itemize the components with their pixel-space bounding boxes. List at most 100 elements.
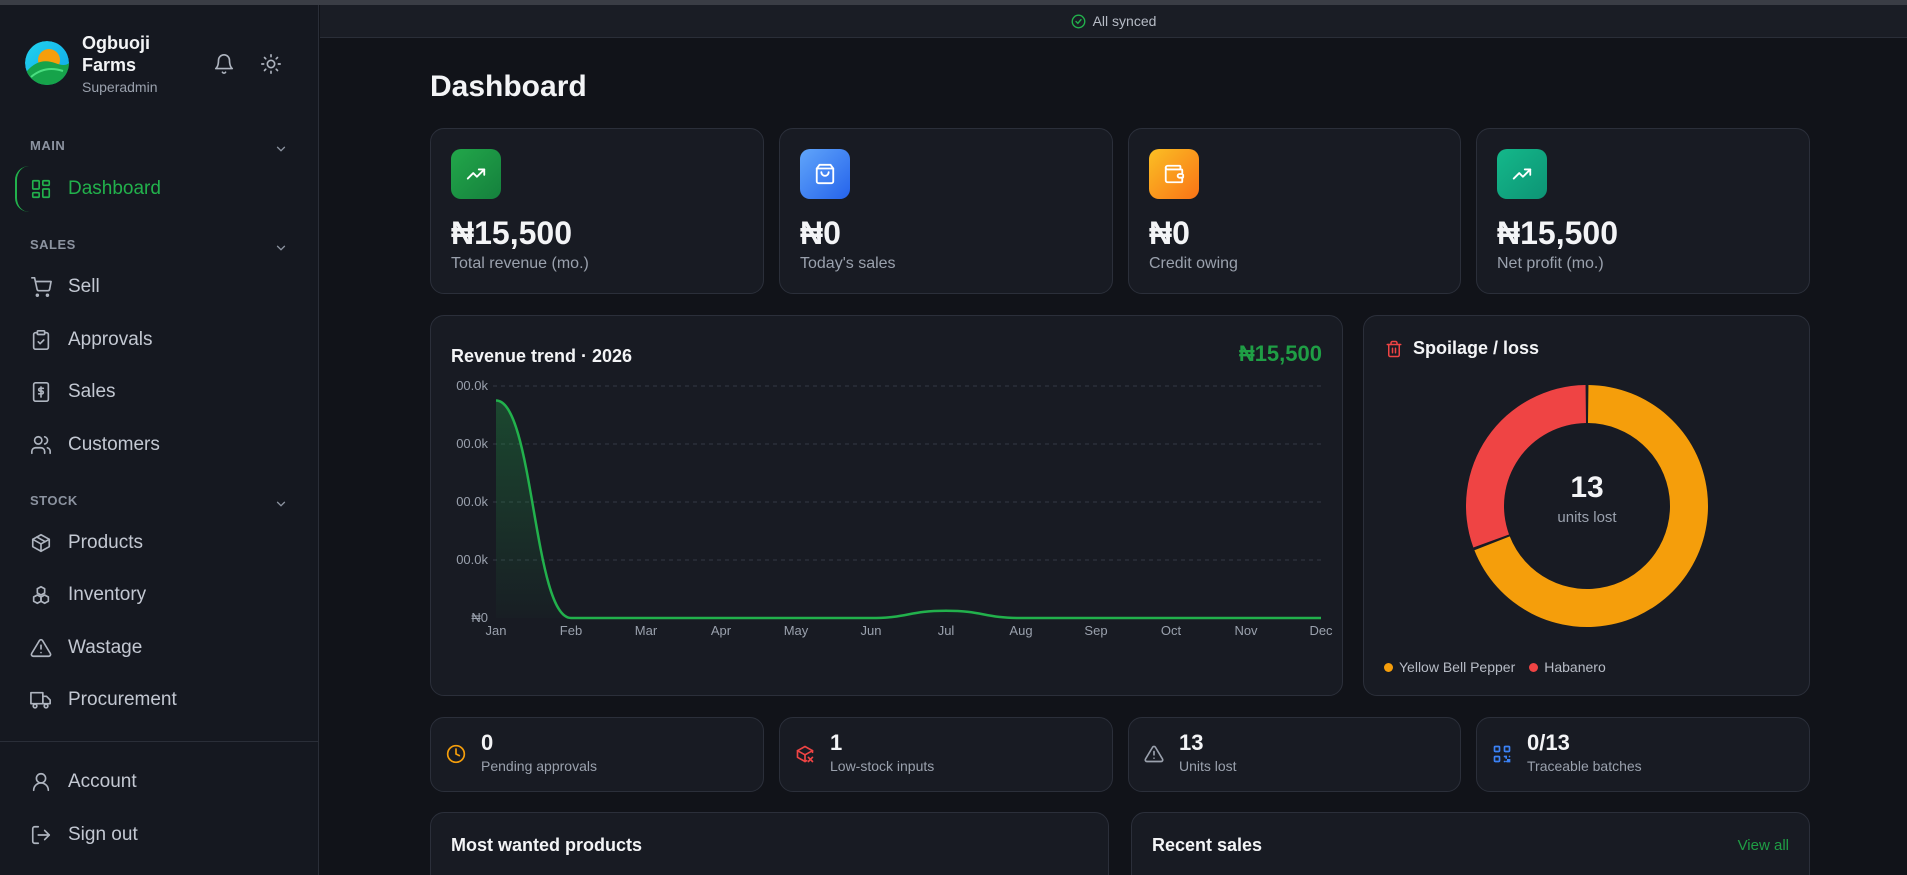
x-tick-label: Sep: [1084, 623, 1107, 638]
sidebar-item-account[interactable]: Account: [15, 759, 305, 805]
stat-value: ₦0: [800, 215, 841, 251]
trending-up-icon: [1497, 149, 1547, 199]
legend-item[interactable]: Yellow Bell Pepper: [1384, 659, 1515, 675]
mini-stat-label: Pending approvals: [481, 758, 597, 774]
notifications-button[interactable]: [210, 50, 238, 78]
sidebar-item-label: Sell: [68, 276, 100, 297]
stat-card-credit-owing[interactable]: ₦0 Credit owing: [1128, 128, 1461, 294]
revenue-area-fill: [496, 400, 1321, 618]
sidebar-item-sell[interactable]: Sell: [15, 264, 305, 310]
x-tick-label: Aug: [1009, 623, 1032, 638]
sidebar-item-label: Dashboard: [68, 178, 161, 199]
package-x-icon: [796, 745, 814, 763]
logout-icon: [31, 825, 51, 845]
section-stock-label[interactable]: STOCK: [30, 493, 78, 508]
panel-title: Most wanted products: [451, 835, 643, 855]
sidebar-item-customers[interactable]: Customers: [15, 422, 305, 468]
stat-label: Total revenue (mo.): [451, 255, 589, 272]
y-tick-label: ₦0: [471, 610, 488, 625]
x-tick-label: Jun: [861, 623, 882, 638]
wallet-icon: [1149, 149, 1199, 199]
spoilage-donut-chart[interactable]: 13 units lost: [1364, 316, 1811, 697]
sidebar-item-label: Wastage: [68, 637, 143, 658]
sidebar: Ogbuoji Farms Superadmin MAIN Dashboard …: [0, 5, 319, 875]
legend-swatch: [1384, 662, 1393, 672]
spoilage-card: Spoilage / loss 13 units lost Yellow Bel…: [1363, 315, 1810, 696]
sidebar-item-label: Sign out: [68, 824, 138, 845]
user-role: Superadmin: [82, 79, 158, 95]
x-tick-label: Oct: [1161, 623, 1182, 638]
grid-icon: [31, 179, 51, 199]
check-circle-icon: [1071, 14, 1086, 28]
app-name: Ogbuoji Farms: [82, 33, 150, 75]
sidebar-item-label: Products: [68, 532, 143, 553]
mini-stat-pending-approvals[interactable]: 0 Pending approvals: [430, 717, 764, 792]
mini-stat-label: Traceable batches: [1527, 758, 1642, 774]
sidebar-item-sign-out[interactable]: Sign out: [15, 812, 305, 858]
sidebar-divider: [0, 741, 319, 742]
chevron-down-icon[interactable]: [274, 497, 288, 511]
brand[interactable]: Ogbuoji Farms Superadmin: [25, 32, 172, 95]
y-tick-label: 00.0k: [456, 436, 488, 451]
revenue-line: [495, 399, 1321, 620]
mini-stat-traceable-batches[interactable]: 0/13 Traceable batches: [1476, 717, 1810, 792]
y-tick-label: 00.0k: [456, 378, 488, 393]
page-title: Dashboard: [430, 70, 587, 103]
sidebar-item-approvals[interactable]: Approvals: [15, 317, 305, 363]
mini-stat-low-stock[interactable]: 1 Low-stock inputs: [779, 717, 1113, 792]
chevron-down-icon[interactable]: [274, 241, 288, 255]
sidebar-item-wastage[interactable]: Wastage: [15, 625, 305, 671]
donut-slice[interactable]: [1474, 385, 1708, 627]
panel-title: Recent sales: [1152, 835, 1263, 855]
sidebar-item-products[interactable]: Products: [15, 520, 305, 566]
spoilage-title: Spoilage / loss: [1413, 338, 1540, 358]
section-main-label[interactable]: MAIN: [30, 138, 66, 153]
x-tick-label: Jul: [938, 623, 955, 638]
mini-stat-label: Low-stock inputs: [830, 758, 935, 774]
theme-toggle-button[interactable]: [257, 50, 285, 78]
stat-card-todays-sales[interactable]: ₦0 Today's sales: [779, 128, 1113, 294]
sync-status-text: All synced: [1092, 13, 1157, 29]
sidebar-item-procurement[interactable]: Procurement: [15, 677, 305, 723]
revenue-chart[interactable]: ₦0 00.0k 00.0k 00.0k 00.0k Jan Feb Mar Apr May Jun…: [431, 316, 1344, 697]
sidebar-item-label: Customers: [68, 434, 160, 455]
mini-stat-value: 0: [481, 730, 494, 755]
farm-logo: [25, 41, 69, 85]
window-top-border: [0, 0, 1907, 5]
qr-code-icon: [1493, 745, 1511, 763]
stat-card-net-profit[interactable]: ₦15,500 Net profit (mo.): [1476, 128, 1810, 294]
sidebar-item-label: Sales: [68, 381, 116, 402]
cart-icon: [31, 277, 52, 297]
chart-total: ₦15,500: [1238, 341, 1322, 366]
trash-icon: [1386, 340, 1402, 358]
x-tick-label: Nov: [1234, 623, 1258, 638]
sidebar-item-sales[interactable]: Sales: [15, 369, 305, 415]
sidebar-item-label: Procurement: [68, 689, 177, 710]
donut-slice[interactable]: [1466, 385, 1587, 548]
warning-icon: [30, 638, 52, 658]
mini-stat-units-lost[interactable]: 13 Units lost: [1128, 717, 1461, 792]
legend-swatch: [1529, 662, 1539, 672]
bell-icon: [214, 54, 234, 74]
trending-up-icon: [451, 149, 501, 199]
sidebar-item-label: Inventory: [68, 584, 147, 605]
stat-card-total-revenue[interactable]: ₦15,500 Total revenue (mo.): [430, 128, 764, 294]
sun-icon: [261, 54, 281, 74]
x-tick-label: May: [784, 623, 809, 638]
recent-sales-panel: Recent sales View all: [1131, 812, 1810, 875]
donut-center-value: 13: [1570, 471, 1603, 504]
clock-icon: [446, 744, 466, 764]
y-tick-label: 00.0k: [456, 552, 488, 567]
x-tick-label: Mar: [635, 623, 658, 638]
legend-item[interactable]: Habanero: [1529, 659, 1606, 675]
section-sales-label[interactable]: SALES: [30, 237, 76, 252]
legend-label: Yellow Bell Pepper: [1399, 659, 1516, 675]
sidebar-item-dashboard[interactable]: Dashboard: [15, 166, 305, 212]
sidebar-item-inventory[interactable]: Inventory: [15, 572, 305, 618]
boxes-icon: [32, 585, 50, 605]
chevron-down-icon[interactable]: [274, 142, 288, 156]
view-all-link[interactable]: View all: [1737, 837, 1789, 854]
donut-center-label: units lost: [1557, 509, 1617, 526]
mini-stat-value: 1: [830, 730, 843, 755]
most-wanted-products-panel: Most wanted products: [430, 812, 1109, 875]
